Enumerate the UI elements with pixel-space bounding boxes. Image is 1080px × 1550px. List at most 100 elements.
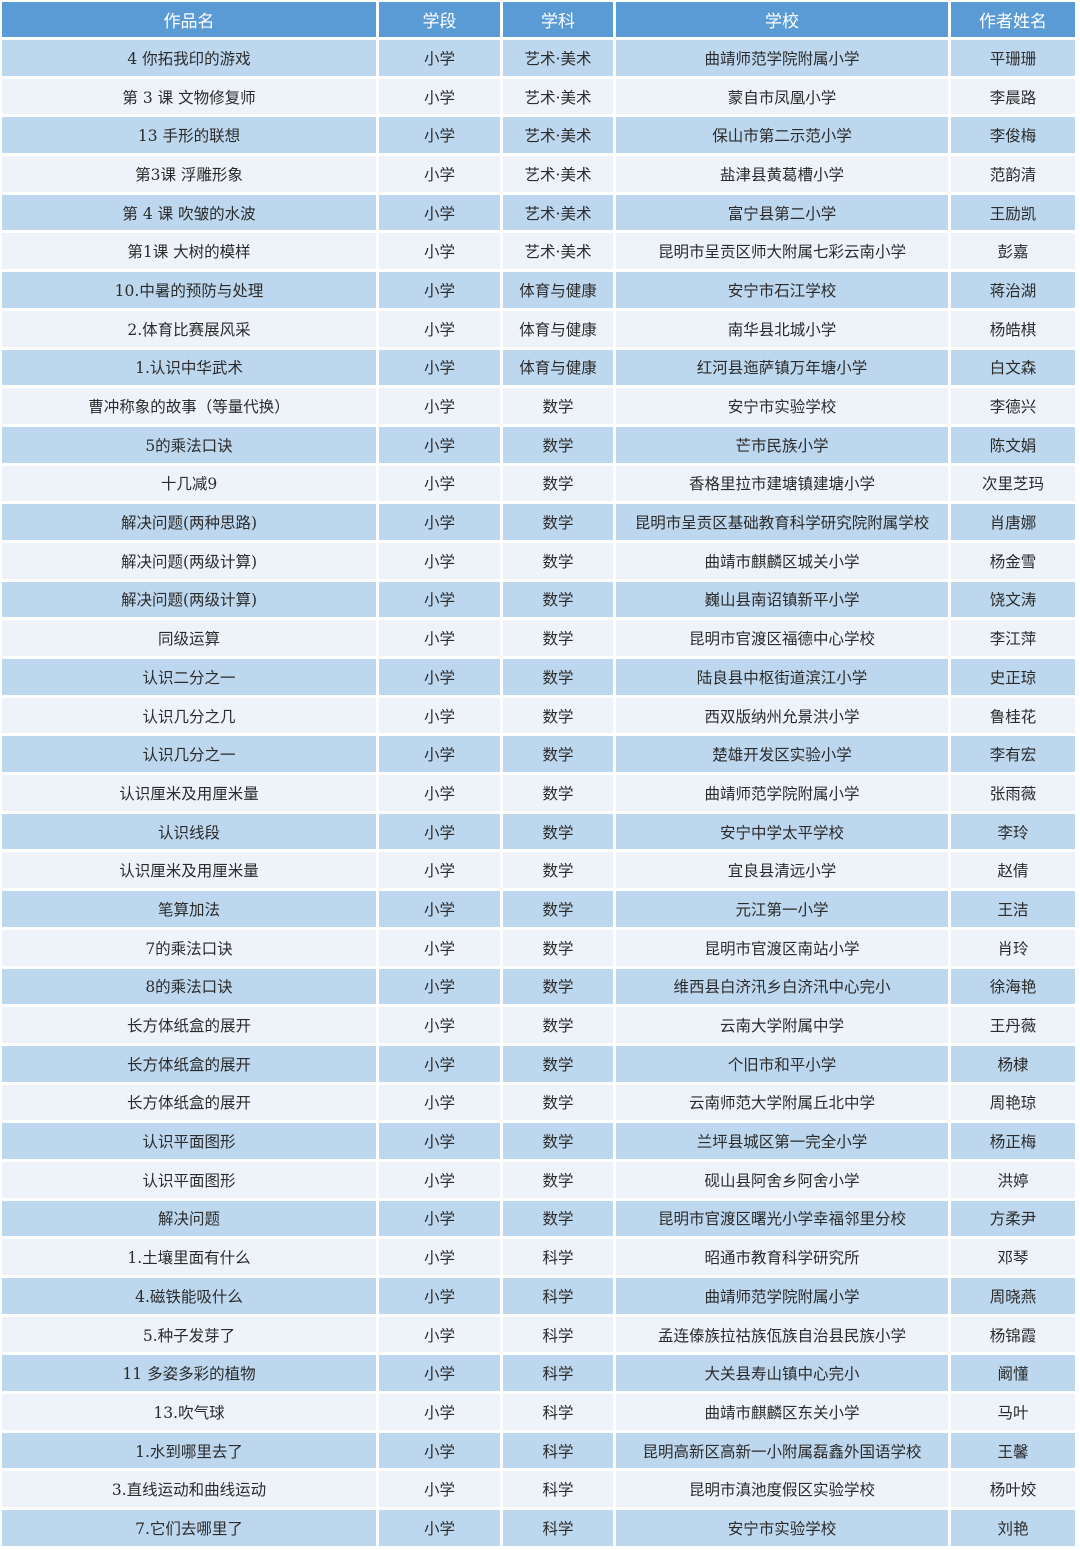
- cell-school: 芒市民族小学: [616, 426, 948, 463]
- table-row: 10.中暑的预防与处理 小学 体育与健康 安宁市石江学校 蒋治湖: [2, 272, 1075, 308]
- cell-work-name: 1.水到哪里去了: [2, 1432, 376, 1469]
- cell-school: 个旧市和平小学: [616, 1045, 948, 1082]
- cell-author: 李德兴: [951, 388, 1075, 424]
- cell-stage: 小学: [379, 1123, 500, 1159]
- cell-stage: 小学: [379, 659, 500, 695]
- table-row: 解决问题 小学 数学 昆明市官渡区曙光小学幸福邻里分校 方柔尹: [2, 1200, 1075, 1237]
- header-author: 作者姓名: [951, 2, 1075, 37]
- cell-author: 彭嘉: [951, 233, 1075, 270]
- cell-stage: 小学: [379, 310, 500, 347]
- cell-school: 昆明高新区高新一小附属磊鑫外国语学校: [616, 1432, 948, 1469]
- cell-school: 大关县寿山镇中心完小: [616, 1355, 948, 1392]
- cell-author: 李玲: [951, 813, 1075, 850]
- cell-stage: 小学: [379, 1161, 500, 1198]
- cell-school: 昆明市呈贡区基础教育科学研究院附属学校: [616, 504, 948, 540]
- cell-subject: 体育与健康: [503, 310, 613, 347]
- table-row: 13.吹气球 小学 科学 曲靖市麒麟区东关小学 马叶: [2, 1394, 1075, 1430]
- cell-author: 李晨路: [951, 78, 1075, 115]
- header-school: 学校: [616, 2, 948, 37]
- cell-work-name: 13.吹气球: [2, 1394, 376, 1430]
- cell-author: 阚懂: [951, 1355, 1075, 1392]
- cell-stage: 小学: [379, 1007, 500, 1043]
- cell-author: 李有宏: [951, 736, 1075, 773]
- cell-school: 昭通市教育科学研究所: [616, 1239, 948, 1275]
- cell-stage: 小学: [379, 1200, 500, 1237]
- cell-stage: 小学: [379, 272, 500, 308]
- cell-school: 安宁市实验学校: [616, 388, 948, 424]
- cell-stage: 小学: [379, 542, 500, 579]
- cell-work-name: 4.磁铁能吸什么: [2, 1278, 376, 1314]
- cell-subject: 数学: [503, 1045, 613, 1082]
- table-row: 3.直线运动和曲线运动 小学 科学 昆明市滇池度假区实验学校 杨叶姣: [2, 1471, 1075, 1508]
- cell-subject: 数学: [503, 775, 613, 811]
- cell-work-name: 解决问题(两级计算): [2, 581, 376, 618]
- cell-author: 周晓燕: [951, 1278, 1075, 1314]
- table-row: 第 4 课 吹皱的水波 小学 艺术·美术 富宁县第二小学 王励凯: [2, 194, 1075, 231]
- cell-author: 肖唐娜: [951, 504, 1075, 540]
- cell-author: 杨皓棋: [951, 310, 1075, 347]
- cell-work-name: 认识几分之几: [2, 697, 376, 734]
- table-row: 7的乘法口诀 小学 数学 昆明市官渡区南站小学 肖玲: [2, 929, 1075, 966]
- cell-author: 杨金雪: [951, 542, 1075, 579]
- cell-stage: 小学: [379, 697, 500, 734]
- cell-subject: 艺术·美术: [503, 117, 613, 154]
- cell-subject: 艺术·美术: [503, 156, 613, 192]
- cell-school: 香格里拉市建塘镇建塘小学: [616, 465, 948, 502]
- cell-work-name: 认识几分之一: [2, 736, 376, 773]
- cell-stage: 小学: [379, 40, 500, 76]
- cell-subject: 科学: [503, 1239, 613, 1275]
- table-row: 1.水到哪里去了 小学 科学 昆明高新区高新一小附属磊鑫外国语学校 王馨: [2, 1432, 1075, 1469]
- cell-school: 兰坪县城区第一完全小学: [616, 1123, 948, 1159]
- cell-subject: 体育与健康: [503, 349, 613, 386]
- cell-author: 杨锦霞: [951, 1316, 1075, 1353]
- cell-subject: 数学: [503, 891, 613, 927]
- cell-subject: 数学: [503, 697, 613, 734]
- cell-stage: 小学: [379, 852, 500, 889]
- cell-subject: 数学: [503, 1007, 613, 1043]
- cell-work-name: 十几减9: [2, 465, 376, 502]
- header-subject: 学科: [503, 2, 613, 37]
- cell-work-name: 认识平面图形: [2, 1161, 376, 1198]
- cell-subject: 数学: [503, 542, 613, 579]
- cell-stage: 小学: [379, 1510, 500, 1546]
- table-row: 5的乘法口诀 小学 数学 芒市民族小学 陈文娟: [2, 426, 1075, 463]
- cell-author: 鲁桂花: [951, 697, 1075, 734]
- header-stage: 学段: [379, 2, 500, 37]
- cell-work-name: 认识厘米及用厘米量: [2, 775, 376, 811]
- cell-author: 白文森: [951, 349, 1075, 386]
- cell-school: 巍山县南诏镇新平小学: [616, 581, 948, 618]
- cell-school: 昆明市官渡区福德中心学校: [616, 620, 948, 656]
- table-row: 第 3 课 文物修复师 小学 艺术·美术 蒙自市凤凰小学 李晨路: [2, 78, 1075, 115]
- cell-author: 王励凯: [951, 194, 1075, 231]
- cell-school: 南华县北城小学: [616, 310, 948, 347]
- cell-work-name: 第 3 课 文物修复师: [2, 78, 376, 115]
- cell-stage: 小学: [379, 813, 500, 850]
- cell-stage: 小学: [379, 388, 500, 424]
- cell-stage: 小学: [379, 775, 500, 811]
- cell-school: 元江第一小学: [616, 891, 948, 927]
- cell-school: 砚山县阿舍乡阿舍小学: [616, 1161, 948, 1198]
- cell-author: 赵倩: [951, 852, 1075, 889]
- cell-school: 孟连傣族拉祜族佤族自治县民族小学: [616, 1316, 948, 1353]
- cell-work-name: 认识平面图形: [2, 1123, 376, 1159]
- table-row: 13 手形的联想 小学 艺术·美术 保山市第二示范小学 李俊梅: [2, 117, 1075, 154]
- cell-subject: 科学: [503, 1394, 613, 1430]
- cell-work-name: 7的乘法口诀: [2, 929, 376, 966]
- cell-subject: 数学: [503, 426, 613, 463]
- cell-stage: 小学: [379, 1471, 500, 1508]
- cell-school: 宜良县清远小学: [616, 852, 948, 889]
- cell-school: 昆明市官渡区曙光小学幸福邻里分校: [616, 1200, 948, 1237]
- cell-author: 杨棣: [951, 1045, 1075, 1082]
- table-row: 8的乘法口诀 小学 数学 维西县白济汛乡白济汛中心完小 徐海艳: [2, 968, 1075, 1005]
- cell-school: 安宁市实验学校: [616, 1510, 948, 1546]
- table-row: 认识平面图形 小学 数学 砚山县阿舍乡阿舍小学 洪婷: [2, 1161, 1075, 1198]
- cell-stage: 小学: [379, 426, 500, 463]
- cell-subject: 艺术·美术: [503, 78, 613, 115]
- cell-author: 张雨薇: [951, 775, 1075, 811]
- header-work-name: 作品名: [2, 2, 376, 37]
- cell-school: 富宁县第二小学: [616, 194, 948, 231]
- cell-author: 史正琼: [951, 659, 1075, 695]
- cell-school: 昆明市滇池度假区实验学校: [616, 1471, 948, 1508]
- table-row: 11 多姿多彩的植物 小学 科学 大关县寿山镇中心完小 阚懂: [2, 1355, 1075, 1392]
